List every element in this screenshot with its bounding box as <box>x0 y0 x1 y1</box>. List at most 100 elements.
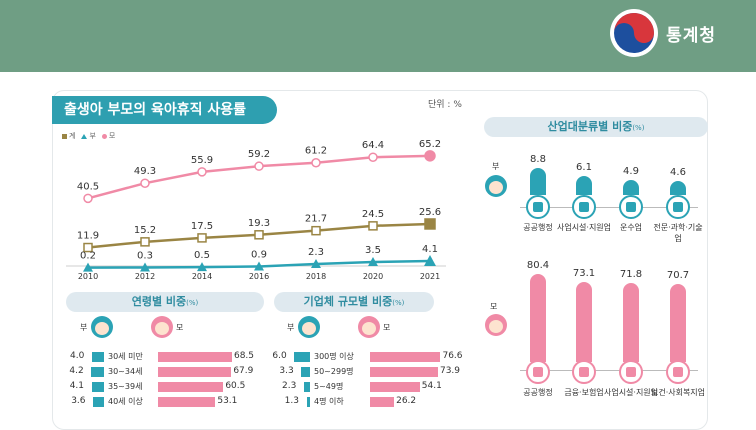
circle-marker-icon <box>101 133 107 139</box>
data-label: 21.7 <box>305 214 327 225</box>
data-label: 17.5 <box>191 221 213 232</box>
category-label: 4명 이하 <box>314 397 344 406</box>
mother-bar <box>158 367 232 377</box>
data-point <box>424 150 436 162</box>
size-father-label: 부 <box>287 323 295 332</box>
data-label: 11.9 <box>77 231 99 242</box>
mother-value-label: 68.5 <box>233 351 255 361</box>
father-bar <box>304 382 310 392</box>
data-label: 59.2 <box>248 149 270 160</box>
mother-bar <box>576 281 592 362</box>
industry-icon <box>666 195 690 219</box>
data-label: 0.3 <box>137 250 153 261</box>
father-bar <box>670 180 686 195</box>
legend-mother: 모 <box>101 131 115 141</box>
father-value-label: 1.3 <box>284 396 299 406</box>
org-name: 통계청 <box>666 25 716 46</box>
legend-total-label: 계 <box>69 132 76 140</box>
father-value-label: 4.0 <box>70 351 85 361</box>
industry-title-text: 산업대분류별 비중 <box>547 120 633 133</box>
data-label: 15.2 <box>134 225 156 236</box>
table-row: 4.0 30세 미만 68.5 <box>62 351 262 363</box>
category-label: 전문·과학·기술업 <box>653 223 703 243</box>
data-label: 49.3 <box>134 166 156 177</box>
industry-glyph-icon <box>533 202 543 212</box>
category-label: 50~299명 <box>314 367 354 376</box>
mother-value-label: 80.4 <box>526 259 550 271</box>
industry-title-unit: (%) <box>632 124 645 132</box>
father-value-label: 3.6 <box>71 396 86 406</box>
table-row: 2.3 5~49명 54.1 <box>270 381 470 393</box>
data-point <box>197 167 207 177</box>
category-label: 사업시설·지원업 <box>556 223 612 232</box>
mother-bar <box>670 284 686 362</box>
data-label: 0.5 <box>194 250 210 261</box>
x-tick-label: 2012 <box>135 272 155 281</box>
industry-icon <box>619 195 643 219</box>
mother-value-label: 67.9 <box>233 366 254 376</box>
mother-bar <box>158 397 216 407</box>
data-label: 65.2 <box>419 140 441 150</box>
data-point <box>311 259 321 269</box>
mother-avatar-icon <box>151 316 173 338</box>
mother-avatar-icon <box>358 316 380 338</box>
data-label: 64.4 <box>362 140 384 151</box>
data-point <box>83 242 93 253</box>
industry-glyph-icon <box>673 367 683 377</box>
data-label: 3.5 <box>365 245 381 256</box>
org-logo[interactable]: 통계청 <box>610 9 716 57</box>
father-bar <box>301 367 310 377</box>
data-point <box>424 218 436 230</box>
legend-total: 계 <box>62 131 75 141</box>
father-value-label: 4.6 <box>670 166 686 178</box>
size-mother-label: 모 <box>383 323 391 332</box>
age-father-label: 부 <box>80 323 88 332</box>
mother-bar <box>530 273 546 362</box>
category-label: 30~34세 <box>108 367 143 376</box>
industry-glyph-icon <box>579 367 589 377</box>
industry-glyph-icon <box>533 367 543 377</box>
table-row: 3.6 40세 이상 53.1 <box>62 396 262 408</box>
father-bar <box>93 397 104 407</box>
line-legend: 계 부 모 <box>62 131 115 141</box>
size-title-unit: (%) <box>392 299 405 307</box>
industry-icon <box>666 360 690 384</box>
table-row: 3.3 50~299명 73.9 <box>270 366 470 378</box>
category-label: 운수업 <box>619 223 643 232</box>
father-bar <box>530 167 546 195</box>
mother-bar <box>370 397 395 407</box>
industry-mother-label: 모 <box>490 302 498 311</box>
father-value-label: 4.1 <box>69 381 85 391</box>
father-avatar-icon <box>485 175 507 197</box>
father-bar <box>294 352 310 362</box>
data-label: 19.3 <box>248 218 270 229</box>
mother-avatar-icon <box>485 314 507 336</box>
father-bar <box>306 397 310 407</box>
category-label: 40세 이상 <box>108 397 143 406</box>
category-label: 35~39세 <box>108 382 143 391</box>
father-bar <box>91 367 104 377</box>
industry-glyph-icon <box>673 202 683 212</box>
age-section-title: 연령별 비중(%) <box>66 292 264 312</box>
data-point <box>140 262 150 272</box>
mother-value-label: 26.2 <box>396 396 417 406</box>
data-point <box>83 262 93 272</box>
header-bar: 통계청 <box>0 0 756 72</box>
data-label: 4.1 <box>422 244 438 255</box>
data-point <box>368 256 378 266</box>
industry-icon <box>619 360 643 384</box>
mother-value-label: 54.1 <box>421 381 442 391</box>
industry-glyph-icon <box>626 202 636 212</box>
mother-value-label: 73.1 <box>572 267 596 279</box>
mother-value-label: 71.8 <box>619 269 643 281</box>
data-label: 55.9 <box>191 155 213 166</box>
x-tick-label: 2021 <box>420 272 440 281</box>
data-point <box>311 225 321 236</box>
data-label: 24.5 <box>362 209 384 220</box>
father-bar <box>92 352 104 362</box>
category-label: 금융·보험업 <box>564 388 604 397</box>
table-row: 4.2 30~34세 67.9 <box>62 366 262 378</box>
main-chart-title: 출생아 부모의 육아휴직 사용률 <box>52 96 277 124</box>
age-title-unit: (%) <box>186 299 199 307</box>
father-value-label: 3.3 <box>279 366 294 376</box>
